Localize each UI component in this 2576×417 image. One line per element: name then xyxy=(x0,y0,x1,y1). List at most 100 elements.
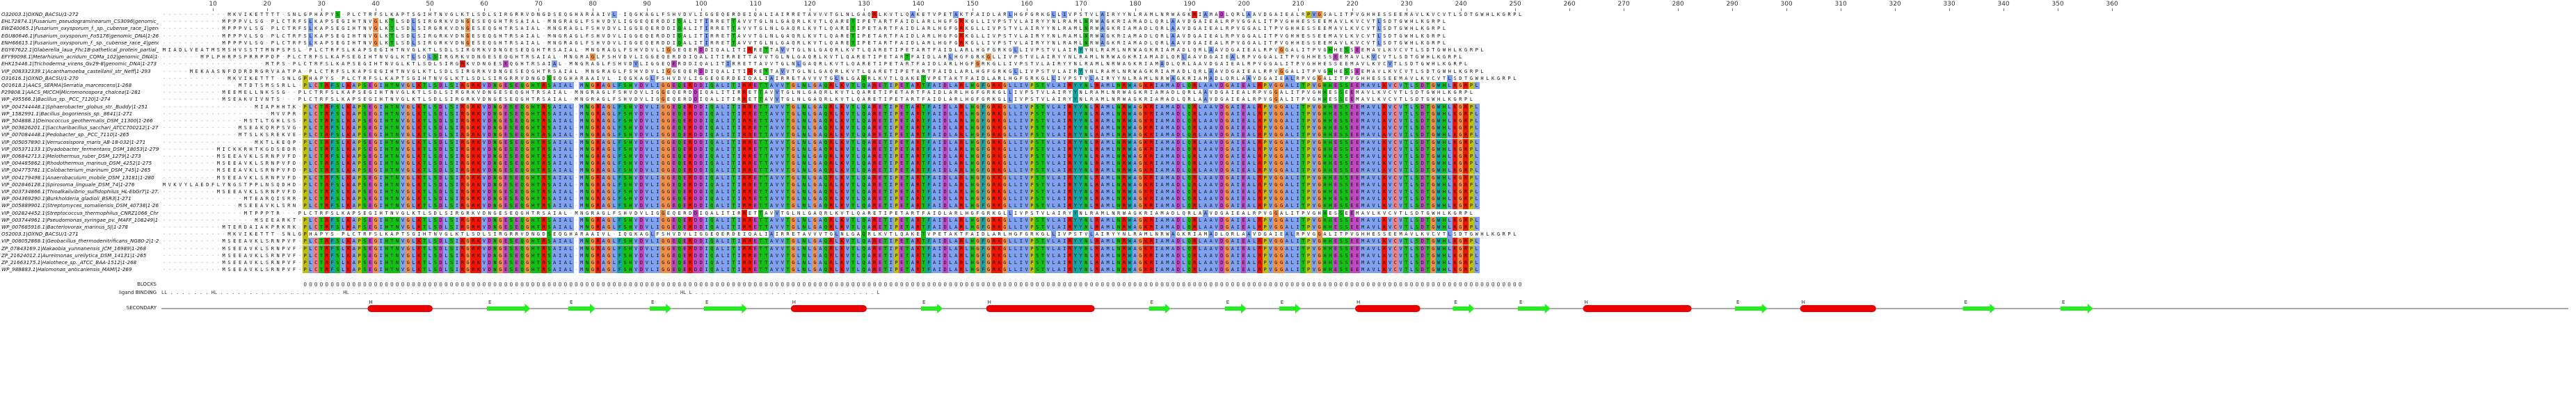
residue-cell: R xyxy=(1256,82,1263,89)
residue-cell: G xyxy=(1316,82,1322,89)
residue-cell: - xyxy=(195,132,198,138)
residue-cell: G xyxy=(1285,19,1288,25)
residue-cell: E xyxy=(867,40,871,46)
residue-cell: T xyxy=(785,103,791,111)
residue-cell: P xyxy=(1274,19,1278,25)
residue-cell: T xyxy=(1403,131,1409,139)
residue-cell: V xyxy=(1387,110,1393,117)
residue-cell: R xyxy=(959,117,964,124)
residue-cell: I xyxy=(699,90,703,96)
residue-cell: T xyxy=(927,12,931,17)
residue-cell: G xyxy=(1453,90,1457,96)
residue-cell: I xyxy=(423,40,426,46)
residue-cell: E xyxy=(1354,131,1361,139)
residue-cell: A xyxy=(1283,145,1290,153)
residue-cell: D xyxy=(645,68,648,74)
residue-cell: K xyxy=(412,97,415,103)
residue-cell: N xyxy=(222,68,225,74)
residue-cell: A xyxy=(1283,124,1290,132)
residue-cell: A xyxy=(1155,90,1158,96)
residue-cell: V xyxy=(992,19,995,25)
residue-cell: P xyxy=(1252,61,1256,67)
residue-cell: N xyxy=(1116,131,1122,139)
sequence-name: VIP_003826201.1|Saccharibacillus_sacchar… xyxy=(1,124,159,131)
residue-cell: R xyxy=(672,54,675,60)
residue-cell: P xyxy=(287,47,291,53)
residue-cell: D xyxy=(1187,40,1191,46)
residue-cell: K xyxy=(634,75,638,81)
residue-cell: L xyxy=(611,145,617,153)
residue-cell: A xyxy=(1203,89,1208,97)
residue-cell: A xyxy=(520,19,524,25)
residue-cell: W xyxy=(1095,19,1099,25)
residue-cell: T xyxy=(763,67,769,75)
residue-cell: - xyxy=(184,97,188,103)
residue-cell: C xyxy=(1392,110,1398,117)
residue-cell: E xyxy=(503,103,509,111)
residue-cell: R xyxy=(459,124,465,132)
residue-cell: E xyxy=(797,12,801,17)
residue-cell: L xyxy=(1442,19,1446,25)
residue-cell: N xyxy=(801,103,807,111)
residue-cell: L xyxy=(1095,68,1099,74)
residue-cell: D xyxy=(689,61,692,67)
residue-cell: V xyxy=(845,110,851,117)
residue-cell: V xyxy=(633,60,639,68)
residue-cell: V xyxy=(1306,75,1311,81)
residue-cell: P xyxy=(938,12,941,17)
residue-cell: D xyxy=(428,61,432,67)
residue-cell: R xyxy=(1263,68,1267,74)
residue-cell: P xyxy=(227,40,231,46)
residue-cell: P xyxy=(356,131,362,139)
residue-cell: L xyxy=(1007,103,1014,111)
residue-cell: V xyxy=(1393,97,1397,103)
residue-cell: E xyxy=(367,131,374,139)
residue-cell: T xyxy=(840,61,844,67)
residue-cell: - xyxy=(265,19,269,25)
residue-cell: S xyxy=(591,40,594,46)
residue-cell: G xyxy=(271,118,274,124)
residue-cell: R xyxy=(515,12,518,17)
residue-cell: Q xyxy=(526,47,529,53)
residue-cell: L xyxy=(336,90,339,96)
residue-cell: A xyxy=(358,68,361,74)
residue-cell: T xyxy=(758,110,764,117)
residue-cell: I xyxy=(655,117,661,124)
residue-cell: A xyxy=(1252,47,1256,53)
residue-cell: G xyxy=(369,97,372,103)
residue-cell: D xyxy=(938,90,941,96)
residue-cell: W xyxy=(1442,68,1446,74)
residue-cell: L xyxy=(410,103,417,111)
residue-cell: - xyxy=(206,83,209,88)
residue-cell: T xyxy=(699,40,703,46)
residue-cell: I xyxy=(255,97,258,103)
residue-cell: G xyxy=(986,124,991,132)
residue-cell: V xyxy=(472,61,475,67)
residue-cell: L xyxy=(611,131,617,139)
residue-cell: G xyxy=(1469,75,1473,81)
residue-cell: P xyxy=(271,33,274,39)
residue-cell: E xyxy=(1240,131,1247,139)
residue-cell: L xyxy=(1274,54,1278,60)
residue-cell: R xyxy=(872,131,878,139)
residue-cell: P xyxy=(260,54,264,60)
residue-cell: C xyxy=(313,82,319,89)
residue-cell: R xyxy=(959,145,964,153)
residue-cell: F xyxy=(616,138,623,146)
residue-cell: R xyxy=(710,33,714,39)
residue-cell: M xyxy=(162,47,166,53)
residue-cell: L xyxy=(282,118,285,124)
residue-cell: G xyxy=(975,145,981,153)
residue-cell: F xyxy=(911,54,914,60)
residue-cell: G xyxy=(542,12,545,17)
residue-cell: I xyxy=(694,40,698,46)
residue-cell: T xyxy=(255,118,258,124)
residue-cell: L xyxy=(292,54,296,60)
residue-cell: L xyxy=(618,33,621,39)
residue-cell: V xyxy=(633,138,639,146)
ruler-tick-label: 130 xyxy=(858,1,870,8)
residue-cell: S xyxy=(423,61,426,67)
residue-cell: Q xyxy=(905,12,909,17)
residue-cell: T xyxy=(850,138,856,146)
residue-cell: S xyxy=(335,131,341,139)
